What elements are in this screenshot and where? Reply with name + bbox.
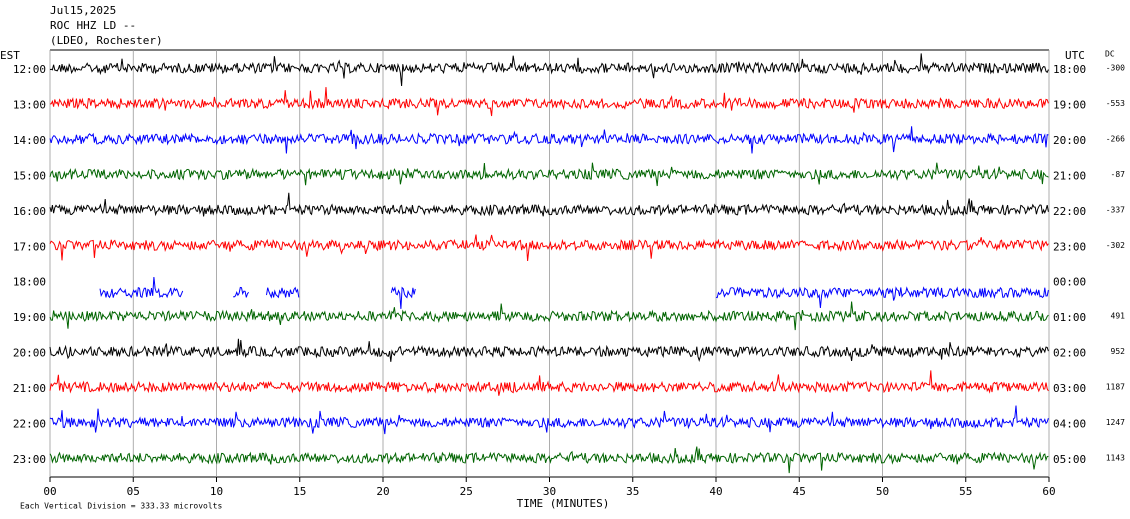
x-tick-label: 50 [876,485,889,498]
x-axis-label: TIME (MINUTES) [517,497,610,510]
left-axis-label: EST [0,49,20,62]
trace [49,338,1049,362]
right-axis-label: UTC [1065,49,1085,62]
utc-label: 05:00 [1053,453,1086,466]
title-line: (LDEO, Rochester) [50,34,163,47]
dc-value: 1247 [1106,418,1125,427]
utc-label: 03:00 [1053,382,1086,395]
dc-value: 1143 [1106,453,1125,462]
x-tick-label: 15 [293,485,306,498]
trace [49,234,1049,262]
trace [49,87,1049,117]
est-label: 12:00 [13,63,46,76]
trace-segment [266,286,300,299]
trace [49,370,1049,396]
title-line: ROC HHZ LD -- [50,19,136,32]
dc-value: 491 [1111,312,1126,321]
trace [49,53,1049,87]
est-label: 20:00 [13,347,46,360]
dc-value: -87 [1111,170,1126,179]
x-tick-label: 00 [43,485,56,498]
x-tick-label: 10 [210,485,223,498]
dc-value: -553 [1106,99,1125,108]
utc-label: 18:00 [1053,63,1086,76]
est-label: 18:00 [13,276,46,289]
utc-label: 21:00 [1053,169,1086,182]
utc-label: 00:00 [1053,276,1086,289]
utc-label: 22:00 [1053,205,1086,218]
x-tick-label: 40 [709,485,722,498]
est-label: 22:00 [13,418,46,431]
utc-label: 23:00 [1053,240,1086,253]
trace [49,446,1049,474]
utc-label: 04:00 [1053,418,1086,431]
dc-value: -337 [1106,205,1125,214]
dc-value: -266 [1106,134,1125,143]
utc-label: 20:00 [1053,134,1086,147]
est-label: 17:00 [13,240,46,253]
trace-segment [390,286,416,309]
est-label: 23:00 [13,453,46,466]
trace [49,126,1049,154]
x-tick-label: 25 [460,485,473,498]
utc-label: 02:00 [1053,347,1086,360]
trace [49,405,1049,435]
trace-segment [715,286,1049,308]
x-tick-label: 30 [543,485,556,498]
trace-segment [233,286,250,298]
dc-value: -302 [1106,241,1125,250]
x-tick-label: 35 [626,485,639,498]
x-tick-label: 45 [793,485,806,498]
est-label: 16:00 [13,205,46,218]
utc-label: 01:00 [1053,311,1086,324]
dc-value: 1187 [1106,383,1125,392]
dc-value: 952 [1111,347,1126,356]
est-label: 14:00 [13,134,46,147]
trace-segment [99,276,184,299]
x-tick-label: 60 [1042,485,1055,498]
trace [49,301,1049,331]
x-tick-label: 05 [127,485,140,498]
footer: Each Vertical Division = 333.33 microvol… [20,502,222,511]
est-label: 21:00 [13,382,46,395]
dc-label: DC [1105,50,1115,59]
est-label: 13:00 [13,98,46,111]
trace [49,162,1049,187]
utc-label: 19:00 [1053,98,1086,111]
x-tick-label: 55 [959,485,972,498]
dc-value: -300 [1106,64,1125,73]
title-line: Jul15,2025 [50,4,116,17]
est-label: 15:00 [13,169,46,182]
x-tick-label: 20 [376,485,389,498]
est-label: 19:00 [13,311,46,324]
trace [49,192,1049,217]
